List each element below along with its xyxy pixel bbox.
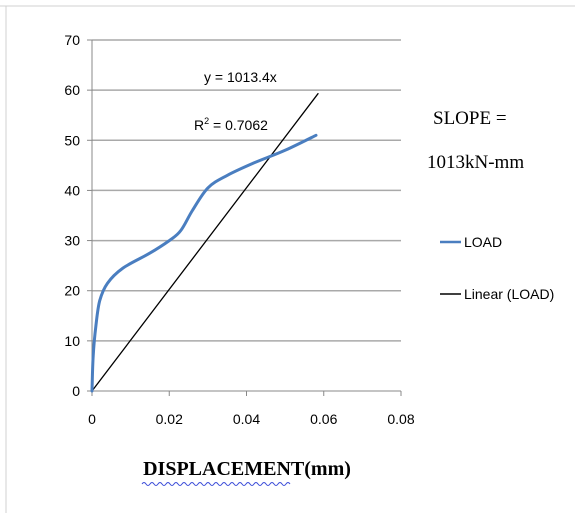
x-tick-labels: 0 0.02 0.04 0.06 0.08 [88,411,415,427]
axes [87,39,402,396]
x-tick-label: 0.02 [156,411,183,427]
slope-label-line1: SLOPE = [433,108,507,129]
legend-label-linear: Linear (LOAD) [464,286,554,302]
y-tick-label: 30 [64,233,80,249]
gridlines [92,39,401,342]
x-tick-label: 0 [88,411,96,427]
y-tick-label: 10 [64,333,80,349]
slope-label-line2: 1013kN-mm [427,152,524,173]
x-tick-label: 0.04 [233,411,260,427]
series-layer [90,93,319,393]
y-tick-labels: 0 10 20 30 40 50 60 70 [64,32,80,399]
y-tick-label: 60 [64,82,80,98]
x-tick-label: 0.08 [387,411,414,427]
y-tick-label: 70 [64,32,80,48]
y-tick-label: 20 [64,283,80,299]
y-tick-label: 0 [72,383,80,399]
legend-label-load: LOAD [464,234,502,250]
y-tick-label: 50 [64,132,80,148]
series-line-linear-load [91,93,319,392]
r-squared-label: R2 = 0.7062 [194,116,268,133]
trendline-equation: y = 1013.4x [204,69,277,85]
legend: LOAD Linear (LOAD) [440,234,554,302]
spellcheck-underline [141,482,291,486]
y-tick-label: 40 [64,182,80,198]
series-line-load [90,133,318,393]
x-axis-title: DISPLACEMENT(mm) [143,458,351,480]
x-tick-label: 0.06 [310,411,337,427]
